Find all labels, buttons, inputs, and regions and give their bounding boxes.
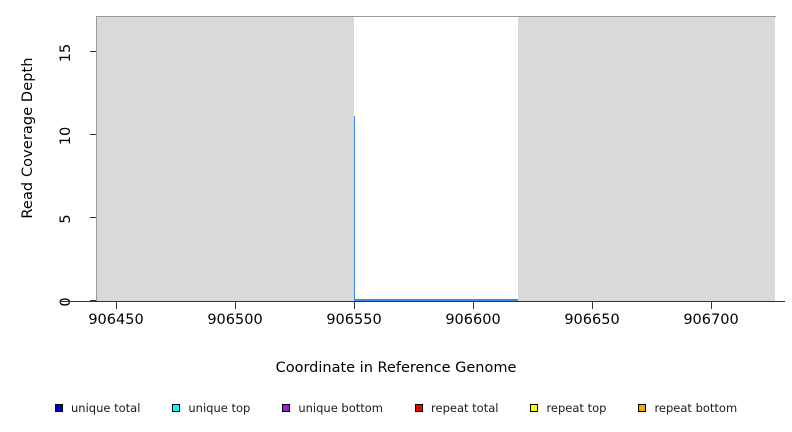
- y-tick-mark-10: [90, 134, 97, 135]
- x-tick-label-906650: 906650: [564, 312, 620, 328]
- legend-swatch-icon-unique-bottom: [282, 404, 291, 412]
- legend-item-unique-bottom: unique bottom: [282, 401, 383, 415]
- x-tick-mark-906550: [354, 302, 355, 309]
- x-tick-label-906450: 906450: [88, 312, 144, 328]
- legend-item-repeat-bottom: repeat bottom: [638, 401, 737, 415]
- legend-item-repeat-top: repeat top: [530, 401, 606, 415]
- legend-swatch-icon-repeat-bottom: [638, 404, 647, 412]
- legend-label-repeat-total: repeat total: [431, 401, 499, 415]
- y-tick-mark-15: [90, 51, 97, 52]
- legend-swatch-icon-unique-total: [55, 404, 63, 412]
- x-tick-mark-906600: [473, 302, 474, 309]
- x-tick-mark-906450: [116, 302, 117, 309]
- legend-swatch-icon-unique-top: [172, 404, 181, 412]
- y-tick-mark-5: [90, 217, 97, 218]
- x-tick-mark-906700: [711, 302, 712, 309]
- y-tick-label-15: 15: [58, 43, 74, 63]
- x-tick-mark-906650: [592, 302, 593, 309]
- x-tick-label-906600: 906600: [445, 312, 501, 328]
- y-tick-mark-0: [90, 300, 97, 301]
- legend-label-unique-top: unique top: [188, 401, 251, 415]
- chart-legend: unique total unique top unique bottom re…: [0, 398, 792, 418]
- x-axis-title: Coordinate in Reference Genome: [275, 360, 517, 376]
- y-tick-label-5: 5: [58, 214, 74, 224]
- legend-label-repeat-top: repeat top: [546, 401, 607, 415]
- legend-item-unique-top: unique top: [172, 401, 250, 415]
- y-tick-label-0: 0: [58, 297, 74, 307]
- x-tick-mark-906500: [235, 302, 236, 309]
- legend-swatch-icon-repeat-total: [415, 404, 424, 412]
- plot-border-top: [97, 16, 776, 17]
- plot-border-left: [96, 16, 97, 301]
- x-tick-label-906700: 906700: [683, 312, 739, 328]
- x-axis-line: [60, 301, 785, 302]
- x-tick-label-906500: 906500: [207, 312, 263, 328]
- legend-item-repeat-total: repeat total: [415, 401, 498, 415]
- legend-label-unique-bottom: unique bottom: [298, 401, 384, 415]
- plot-area: [97, 17, 775, 301]
- repeat-region-left: [97, 17, 354, 301]
- legend-label-repeat-bottom: repeat bottom: [654, 401, 738, 415]
- x-tick-label-906550: 906550: [326, 312, 382, 328]
- y-tick-label-10: 10: [58, 126, 74, 146]
- legend-item-unique-total: unique total: [55, 401, 140, 415]
- legend-label-unique-total: unique total: [71, 401, 141, 415]
- y-axis-title: Read Coverage Depth: [20, 57, 36, 219]
- legend-swatch-icon-repeat-top: [530, 404, 539, 412]
- repeat-region-right: [518, 17, 775, 301]
